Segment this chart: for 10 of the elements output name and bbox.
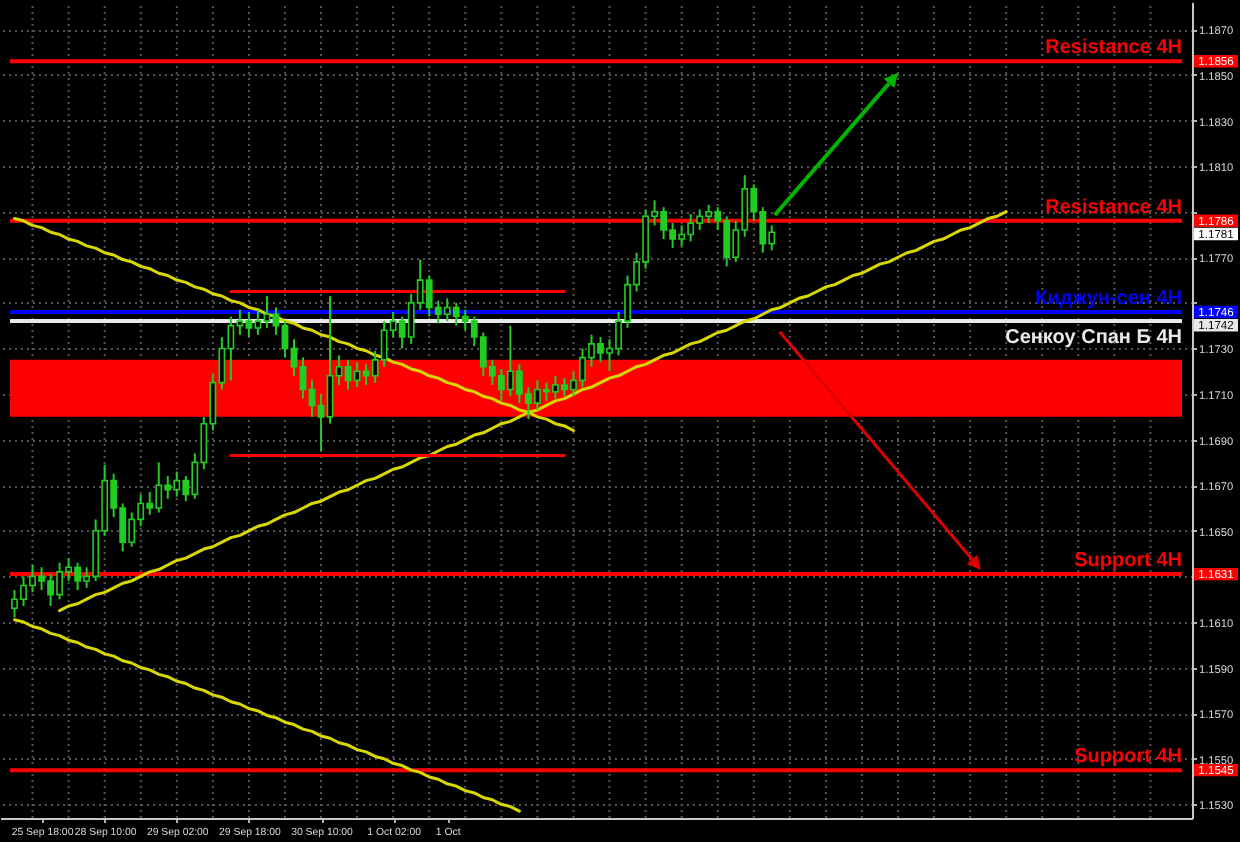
ref-line-label: Resistance 4H xyxy=(1045,196,1182,219)
candlestick xyxy=(326,295,334,425)
line-series xyxy=(13,618,521,813)
candlestick xyxy=(254,308,262,336)
ref-line-label: Киджун-сен 4H xyxy=(1035,287,1182,310)
ref-line-label: Support 4H xyxy=(1074,746,1182,769)
candlestick xyxy=(263,295,271,329)
ref-line-label: Сенкоу Спан Б 4H xyxy=(1005,327,1182,350)
ref-line-label: Support 4H xyxy=(1074,550,1182,573)
ref-line-label: Resistance 4H xyxy=(1045,37,1182,60)
